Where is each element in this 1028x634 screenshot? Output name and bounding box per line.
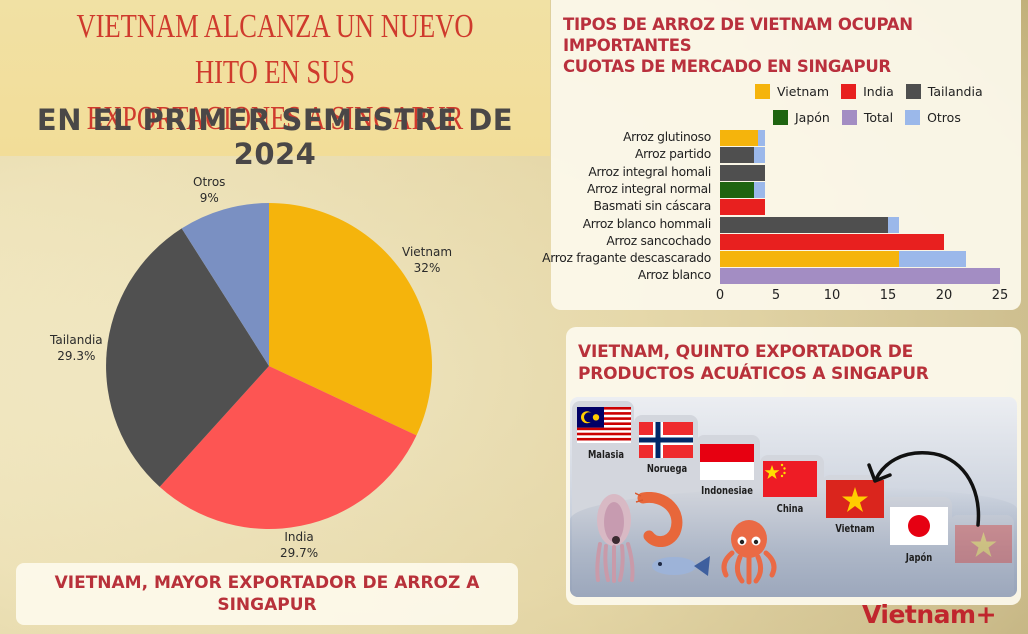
x-axis-tick: 5 (771, 288, 781, 303)
bar-segment-japón (720, 181, 754, 198)
rice-exporter-banner-text: VIETNAM, MAYOR EXPORTADOR DE ARROZ A SIN… (54, 573, 480, 615)
china-flag-icon (763, 461, 817, 497)
legend-row-2: Japón Total Otros (755, 104, 995, 130)
bar-segment-tailandia (720, 147, 754, 164)
bar-chart-title: TIPOS DE ARROZ DE VIETNAM OCUPAN IMPORTA… (563, 15, 913, 76)
legend-item-vietnam: Vietnam (755, 83, 829, 99)
vietnam-flag-icon (826, 480, 884, 518)
bar-row (720, 130, 765, 146)
bar-category-label: Arroz integral normal (586, 181, 711, 196)
fish-icon (652, 556, 710, 576)
bar-category-label: Basmati sin cáscara (593, 199, 712, 214)
country-label-vietnam: Vietnam (835, 523, 875, 535)
bar-segment-vietnam (720, 130, 759, 146)
legend-swatch-india (841, 83, 857, 99)
bar-segment-tailandia (720, 216, 888, 233)
page-subtitle: EN EL PRIMER SEMESTRE DE 2024 (36, 103, 514, 171)
country-label-indonesia: Indonesiae (701, 485, 753, 497)
country-label-noruega: Noruega (646, 463, 688, 475)
bar-segment-otros (758, 130, 765, 146)
pie-slice-india (159, 366, 417, 529)
curved-arrow-icon (867, 451, 981, 527)
bar-category-label: Arroz blanco hommali (582, 216, 712, 231)
country-label-japon: Japón (905, 552, 933, 564)
bar-row (720, 251, 967, 268)
country-label-china: China (776, 503, 804, 515)
japan-flag-icon (890, 507, 948, 545)
rice-types-bar-panel: TIPOS DE ARROZ DE VIETNAM OCUPAN IMPORTA… (542, 0, 1021, 310)
pie-slice-tailandia (106, 228, 269, 487)
page-title: VIETNAM ALCANZA UN NUEVO HITO EN SUS EXP… (76, 8, 474, 137)
title-banner: VIETNAM ALCANZA UN NUEVO HITO EN SUS EXP… (0, 0, 550, 171)
shrimp-icon (635, 492, 683, 547)
x-axis-tick: 15 (879, 288, 897, 303)
bar-row (720, 147, 765, 164)
bar-segment-india (720, 199, 765, 216)
legend-item-japon: Japón (773, 109, 830, 125)
bar-category-label: Arroz partido (635, 147, 711, 162)
exporter-ranking-podium: Malasia Noruega Indonesiae China (570, 397, 1017, 597)
rice-share-pie-chart: Otros 9% Vietnam 32% Tailandia 29.3% India 2… (0, 156, 550, 566)
octopus-icon (721, 520, 777, 585)
pie-label-tailandia: Tailandia 29.3% (50, 333, 103, 363)
x-axis-tick: 10 (823, 288, 841, 303)
bar-category-label: Arroz integral homali (588, 164, 711, 179)
aquatic-exports-panel: VIETNAM, QUINTO EXPORTADOR DE PRODUCTOS … (566, 327, 1021, 605)
norway-flag-icon (639, 422, 693, 458)
bar-row (720, 233, 944, 250)
bar-segment-otros (888, 216, 900, 233)
squid-icon (595, 494, 635, 583)
pie-chart-svg (106, 203, 433, 529)
pie-label-otros: Otros 9% (193, 175, 226, 205)
legend-swatch-tailandia (905, 83, 921, 99)
legend-swatch-japon (773, 109, 788, 125)
legend-swatch-vietnam (755, 83, 770, 99)
bar-chart-legend: Vietnam India Tailandia Japón Total Otro… (755, 78, 995, 130)
bar-row (720, 216, 900, 233)
indonesia-flag-icon (700, 444, 754, 480)
pie-label-vietnam: Vietnam 32% (402, 245, 453, 275)
bar-segment-total (720, 268, 1000, 285)
pie-label-india: India 29.7% (280, 530, 319, 560)
bar-segment-otros (899, 251, 967, 268)
pie-slice-otros (181, 203, 269, 366)
x-axis-tick: 25 (991, 288, 1009, 303)
malaysia-flag-icon (577, 407, 631, 443)
legend-item-total: Total (841, 109, 893, 125)
x-axis-tick: 20 (935, 288, 953, 303)
legend-swatch-total (841, 109, 857, 125)
legend-swatch-otros (905, 109, 921, 125)
rice-exporter-banner: VIETNAM, MAYOR EXPORTADOR DE ARROZ A SIN… (16, 563, 518, 625)
x-axis-tick: 0 (715, 288, 725, 303)
bar-segment-otros (753, 181, 765, 198)
aquatic-title: VIETNAM, QUINTO EXPORTADOR DE PRODUCTOS … (578, 342, 929, 384)
bar-category-label: Arroz sancochado (606, 233, 711, 248)
bar-segment-tailandia (720, 164, 765, 181)
bar-segment-otros (753, 147, 765, 164)
bar-segment-india (720, 233, 944, 250)
vietnam-flag-faded-icon (955, 525, 1012, 563)
bar-row (720, 181, 765, 198)
legend-item-india: India (841, 83, 894, 99)
bar-row (720, 199, 765, 216)
bar-category-label: Arroz glutinoso (623, 130, 711, 144)
legend-item-otros: Otros (905, 109, 961, 125)
legend-row-1: Vietnam India Tailandia (755, 78, 995, 104)
country-label-malasia: Malasia (587, 449, 625, 461)
pie-slice-vietnam (269, 203, 433, 436)
bar-category-label: Arroz blanco (637, 268, 711, 283)
bar-category-label: Arroz fragante descascarado (542, 251, 711, 266)
legend-item-tailandia: Tailandia (905, 83, 983, 99)
bar-row (720, 268, 1000, 285)
bar-row (720, 164, 765, 181)
vietnamplus-logo: Vietnam+ (862, 600, 997, 629)
bar-segment-vietnam (720, 251, 900, 268)
